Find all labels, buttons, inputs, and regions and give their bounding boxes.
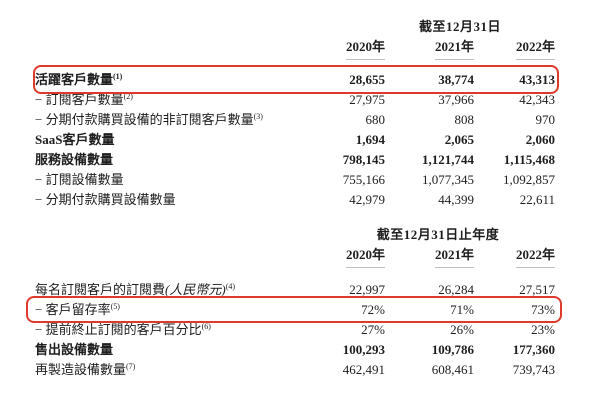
- value-cell: 23%: [531, 322, 555, 337]
- table1-period-header: 截至12月31日: [418, 19, 502, 34]
- table2-year-2020: 2020年: [280, 246, 385, 268]
- table-row-devices-in-service: 服務設備數量 798,145 1,121,744 1,115,468: [0, 150, 600, 170]
- value-cell: 22,997: [349, 282, 385, 297]
- table2-year-2021: 2021年: [385, 246, 474, 268]
- value-cell: 1,121,744: [422, 152, 474, 167]
- table-row-subscription-devices: − 訂閱設備數量 755,166 1,077,345 1,092,857: [0, 170, 600, 190]
- row-label: − 訂閱客戶數量(2): [35, 92, 133, 107]
- footnote-marker: (1): [113, 72, 123, 81]
- table-row-installment-non-subscription-customers: − 分期付款購買設備的非訂閱客戶數量(3) 680 808 970: [0, 110, 600, 130]
- table1-body: 活躍客戶數量(1) 28,655 38,774 43,313 − 訂閱客戶數量(…: [0, 70, 600, 210]
- row-label: − 訂閱設備數量: [35, 172, 124, 187]
- row-label: 每名訂閱客戶的訂閱費(人民幣元)(4): [35, 282, 236, 297]
- value-cell: 71%: [450, 302, 474, 317]
- value-cell: 42,343: [519, 92, 555, 107]
- value-cell: 42,979: [349, 192, 385, 207]
- table-row-customer-retention-rate: − 客戶留存率(5) 72% 71% 73%: [0, 300, 600, 320]
- value-cell: 43,313: [519, 72, 555, 87]
- table-row-early-termination-percentage: − 提前終止訂閱的客戶百分比(6) 27% 26% 23%: [0, 320, 600, 340]
- row-label: 活躍客戶數量(1): [35, 72, 123, 87]
- value-cell: 2,065: [444, 132, 474, 147]
- footnote-marker: (2): [123, 92, 133, 101]
- value-cell: 38,774: [438, 72, 474, 87]
- value-cell: 109,786: [431, 342, 474, 357]
- value-cell: 26%: [450, 322, 474, 337]
- table1-year-header-row: 2020年 2021年 2022年: [0, 38, 600, 60]
- table-row-active-customers: 活躍客戶數量(1) 28,655 38,774 43,313: [0, 70, 600, 90]
- table2-year-2022: 2022年: [474, 246, 555, 268]
- value-cell: 72%: [361, 302, 385, 317]
- value-cell: 1,092,857: [503, 172, 555, 187]
- value-cell: 1,077,345: [422, 172, 474, 187]
- footnote-marker: (6): [201, 322, 211, 331]
- value-cell: 27%: [361, 322, 385, 337]
- value-cell: 680: [365, 112, 386, 127]
- row-label: SaaS客戶數量: [35, 132, 115, 147]
- row-label: 服務設備數量: [35, 152, 114, 167]
- footnote-marker: (7): [126, 362, 136, 371]
- value-cell: 22,611: [519, 192, 555, 207]
- value-cell: 27,517: [519, 282, 555, 297]
- value-cell: 27,975: [349, 92, 385, 107]
- value-cell: 798,145: [342, 152, 385, 167]
- table-row-subscription-customers: − 訂閱客戶數量(2) 27,975 37,966 42,343: [0, 90, 600, 110]
- row-label: − 分期付款購買設備數量: [35, 192, 176, 207]
- table2-year-header-row: 2020年 2021年 2022年: [0, 246, 600, 268]
- value-cell: 73%: [531, 302, 555, 317]
- value-cell: 177,360: [512, 342, 555, 357]
- table1-year-2020: 2020年: [280, 38, 385, 60]
- table2-body: 每名訂閱客戶的訂閱費(人民幣元)(4) 22,997 26,284 27,517…: [0, 280, 600, 380]
- footnote-marker: (4): [225, 282, 236, 291]
- value-cell: 26,284: [438, 282, 474, 297]
- table1-year-2022: 2022年: [474, 38, 555, 60]
- value-cell: 28,655: [349, 72, 385, 87]
- value-cell: 44,399: [438, 192, 474, 207]
- value-cell: 2,060: [525, 132, 555, 147]
- table-row-saas-customers: SaaS客戶數量 1,694 2,065 2,060: [0, 130, 600, 150]
- table-row-subscription-fee-per-customer: 每名訂閱客戶的訂閱費(人民幣元)(4) 22,997 26,284 27,517: [0, 280, 600, 300]
- value-cell: 739,743: [512, 362, 555, 377]
- table-row-remanufactured-devices: 再製造設備數量(7) 462,491 608,461 739,743: [0, 360, 600, 380]
- row-label: − 提前終止訂閱的客戶百分比(6): [35, 322, 211, 337]
- row-label: − 分期付款購買設備的非訂閱客戶數量(3): [35, 112, 263, 127]
- value-cell: 755,166: [342, 172, 385, 187]
- table2-period-header: 截至12月31日止年度: [376, 227, 500, 242]
- row-label-note: (人民幣元): [165, 282, 226, 297]
- value-cell: 608,461: [431, 362, 474, 377]
- value-cell: 1,694: [355, 132, 385, 147]
- table-row-devices-sold: 售出設備數量 100,293 109,786 177,360: [0, 340, 600, 360]
- value-cell: 1,115,468: [503, 152, 555, 167]
- value-cell: 808: [454, 112, 475, 127]
- value-cell: 37,966: [438, 92, 474, 107]
- row-label: 售出設備數量: [35, 342, 114, 357]
- table1-year-2021: 2021年: [385, 38, 474, 60]
- value-cell: 462,491: [342, 362, 385, 377]
- table-row-installment-purchased-devices: − 分期付款購買設備數量 42,979 44,399 22,611: [0, 190, 600, 210]
- footnote-marker: (5): [110, 302, 120, 311]
- value-cell: 970: [535, 112, 556, 127]
- row-label: − 客戶留存率(5): [35, 302, 120, 317]
- footnote-marker: (3): [253, 112, 263, 121]
- value-cell: 100,293: [342, 342, 385, 357]
- row-label: 再製造設備數量(7): [35, 362, 136, 377]
